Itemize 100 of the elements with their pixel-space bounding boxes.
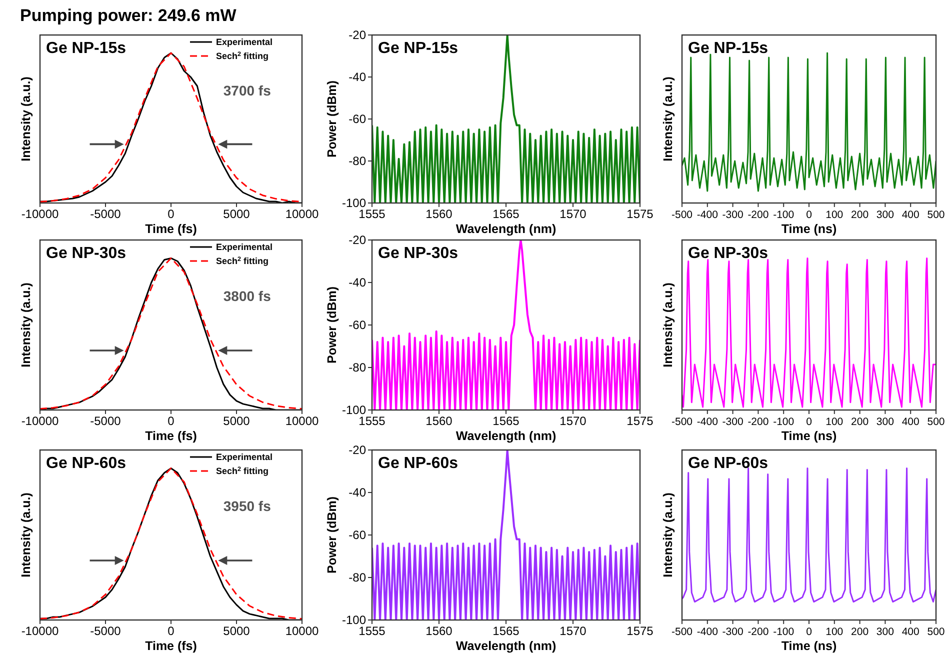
y-tick-label: -60 xyxy=(348,112,366,126)
y-tick-label: -20 xyxy=(348,28,366,42)
y-tick-label: -100 xyxy=(342,613,366,627)
legend-label: Experimental xyxy=(216,37,273,47)
x-tick-label: 200 xyxy=(851,209,869,221)
x-axis-title: Time (fs) xyxy=(145,429,197,443)
y-tick-label: -100 xyxy=(342,403,366,417)
x-axis-title: Wavelength (nm) xyxy=(456,429,556,443)
x-tick-label: -500 xyxy=(671,209,693,221)
x-tick-label: 500 xyxy=(927,626,945,638)
y-axis-title: Intensity (a.u.) xyxy=(19,492,33,578)
x-tick-label: 300 xyxy=(876,209,894,221)
x-tick-label: 1565 xyxy=(492,207,520,221)
x-tick-label: -200 xyxy=(748,416,769,428)
x-axis-title: Wavelength (nm) xyxy=(456,222,556,236)
annotation: Ge NP-15s xyxy=(688,40,768,57)
x-axis-title: Time (ns) xyxy=(781,639,837,653)
annotation: Ge NP-60s xyxy=(378,455,458,472)
x-tick-label: 400 xyxy=(902,209,920,221)
x-tick-label: 500 xyxy=(927,416,945,428)
annotation: Ge NP-30s xyxy=(46,245,126,262)
x-axis-title: Time (ns) xyxy=(781,222,837,236)
x-tick-label: 1565 xyxy=(492,414,520,428)
y-tick-label: -100 xyxy=(342,196,366,210)
y-axis-title: Intensity (a.u.) xyxy=(661,282,675,368)
x-tick-label: -10000 xyxy=(21,414,60,428)
x-tick-label: 1555 xyxy=(358,207,386,221)
x-tick-label: 10000 xyxy=(285,207,320,221)
x-tick-label: 1575 xyxy=(626,414,654,428)
annotation: 3950 fs xyxy=(223,498,272,514)
y-tick-label: -60 xyxy=(348,318,366,332)
x-tick-label: -500 xyxy=(671,626,693,638)
y-tick-label: -40 xyxy=(348,486,366,500)
x-tick-label: -100 xyxy=(773,209,794,221)
x-axis-title: Time (ns) xyxy=(781,429,837,443)
annotation: Ge NP-15s xyxy=(378,40,458,57)
x-tick-label: -400 xyxy=(696,416,718,428)
chart-title: Pumping power: 249.6 mW xyxy=(20,6,238,25)
x-axis-title: Time (fs) xyxy=(145,222,197,236)
x-tick-label: 5000 xyxy=(223,207,250,221)
x-tick-label: 1575 xyxy=(626,624,654,638)
x-tick-label: 0 xyxy=(168,624,175,638)
x-tick-label: 10000 xyxy=(285,624,320,638)
x-tick-label: 1560 xyxy=(426,207,453,221)
y-axis-title: Power (dBm) xyxy=(325,496,339,574)
x-tick-label: 0 xyxy=(168,207,175,221)
y-tick-label: -20 xyxy=(348,233,366,247)
x-tick-label: 300 xyxy=(876,626,894,638)
y-axis-title: Intensity (a.u.) xyxy=(19,76,33,162)
line-series xyxy=(372,450,640,620)
x-axis-title: Time (fs) xyxy=(145,639,197,653)
x-tick-label: 0 xyxy=(806,416,812,428)
x-tick-label: 1555 xyxy=(358,624,386,638)
y-axis-title: Intensity (a.u.) xyxy=(661,492,675,578)
x-tick-label: -5000 xyxy=(90,624,122,638)
x-tick-label: 1570 xyxy=(560,207,587,221)
x-tick-label: -100 xyxy=(773,416,794,428)
x-tick-label: 0 xyxy=(168,414,175,428)
x-tick-label: 1570 xyxy=(560,624,587,638)
x-axis-title: Wavelength (nm) xyxy=(456,639,556,653)
x-tick-label: 200 xyxy=(851,416,869,428)
y-tick-label: -40 xyxy=(348,276,366,290)
x-tick-label: -400 xyxy=(696,209,718,221)
x-tick-label: 5000 xyxy=(223,414,250,428)
x-tick-label: -300 xyxy=(722,209,744,221)
x-tick-label: 1560 xyxy=(426,414,453,428)
x-tick-label: -5000 xyxy=(90,207,122,221)
x-tick-label: 300 xyxy=(876,416,894,428)
x-tick-label: 400 xyxy=(902,626,920,638)
x-tick-label: 0 xyxy=(806,209,812,221)
x-tick-label: -400 xyxy=(696,626,718,638)
x-tick-label: 500 xyxy=(927,209,945,221)
x-tick-label: 400 xyxy=(902,416,920,428)
x-tick-label: -300 xyxy=(722,416,744,428)
x-tick-label: 1560 xyxy=(426,624,453,638)
y-tick-label: -60 xyxy=(348,528,366,542)
x-tick-label: -100 xyxy=(773,626,794,638)
x-tick-label: -200 xyxy=(748,626,769,638)
x-tick-label: 200 xyxy=(851,626,869,638)
x-tick-label: 1570 xyxy=(560,414,587,428)
x-tick-label: -300 xyxy=(722,626,744,638)
y-axis-title: Power (dBm) xyxy=(325,80,339,158)
x-tick-label: 1555 xyxy=(358,414,386,428)
annotation: 3800 fs xyxy=(223,288,272,304)
legend-label: Experimental xyxy=(216,242,273,252)
annotation: 3700 fs xyxy=(223,82,272,98)
line-series xyxy=(372,240,640,410)
x-tick-label: -5000 xyxy=(90,414,122,428)
x-tick-label: 0 xyxy=(806,626,812,638)
y-tick-label: -80 xyxy=(348,360,366,374)
x-tick-label: -500 xyxy=(671,416,693,428)
annotation: Ge NP-15s xyxy=(46,40,126,57)
annotation: Ge NP-30s xyxy=(688,245,768,262)
x-tick-label: 5000 xyxy=(223,624,250,638)
y-axis-title: Power (dBm) xyxy=(325,286,339,364)
x-tick-label: 100 xyxy=(826,416,844,428)
x-tick-label: 10000 xyxy=(285,414,320,428)
x-tick-label: -10000 xyxy=(21,207,60,221)
legend-label: Experimental xyxy=(216,452,273,462)
y-tick-label: -80 xyxy=(348,570,366,584)
